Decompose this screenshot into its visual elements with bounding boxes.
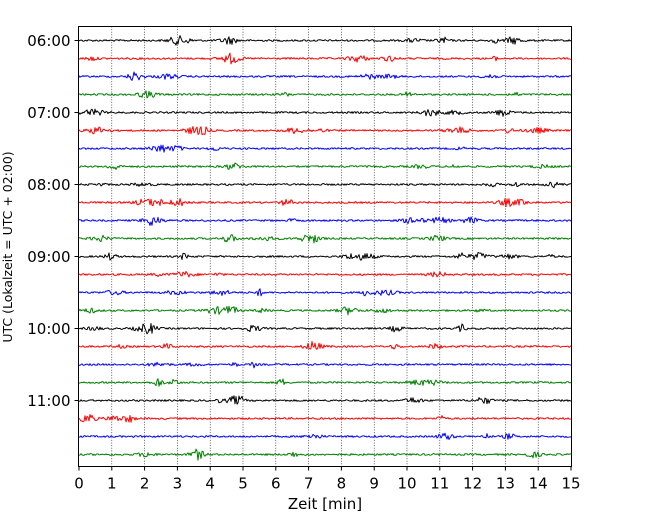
y-axis-ticks: 06:00 07:00 08:00 09:00 10:00 11:00 bbox=[27, 32, 79, 410]
x-tick-label: 4 bbox=[205, 475, 215, 493]
trace-row bbox=[78, 341, 572, 350]
trace-row bbox=[78, 270, 572, 278]
seismic-traces bbox=[78, 35, 572, 461]
trace-row bbox=[78, 162, 572, 170]
trace-row bbox=[78, 323, 572, 335]
x-tick-label: 13 bbox=[496, 475, 515, 493]
x-tick-label: 7 bbox=[304, 475, 314, 493]
trace-row bbox=[78, 108, 572, 117]
vertical-gridlines bbox=[111, 26, 539, 467]
trace-row bbox=[78, 52, 572, 65]
x-tick-label: 11 bbox=[430, 475, 449, 493]
plot-frame bbox=[78, 26, 572, 467]
trace-row bbox=[78, 181, 572, 189]
trace-row bbox=[78, 252, 572, 261]
trace-row bbox=[78, 288, 572, 297]
x-tick-label: 14 bbox=[529, 475, 548, 493]
trace-row bbox=[78, 234, 572, 244]
trace-row bbox=[78, 395, 572, 405]
trace-row bbox=[78, 126, 572, 136]
trace-row bbox=[78, 305, 572, 316]
x-tick-label: 1 bbox=[107, 475, 117, 493]
trace-row bbox=[78, 90, 572, 99]
x-axis-label: Zeit [min] bbox=[288, 495, 362, 513]
trace-row bbox=[78, 71, 572, 81]
y-tick-label: 06:00 bbox=[27, 32, 70, 50]
trace-row bbox=[78, 432, 572, 440]
x-tick-label: 8 bbox=[337, 475, 347, 493]
trace-row bbox=[78, 216, 572, 226]
x-tick-label: 10 bbox=[397, 475, 416, 493]
trace-row bbox=[78, 144, 572, 153]
trace-row bbox=[78, 448, 572, 461]
x-tick-label: 15 bbox=[561, 475, 580, 493]
y-axis-label: UTC (Lokalzeit = UTC + 02:00) bbox=[0, 151, 15, 342]
y-tick-label: 10:00 bbox=[27, 320, 70, 338]
x-tick-label: 9 bbox=[369, 475, 379, 493]
x-tick-label: 5 bbox=[238, 475, 248, 493]
x-tick-label: 3 bbox=[173, 475, 183, 493]
y-tick-label: 07:00 bbox=[27, 104, 70, 122]
x-tick-label: 6 bbox=[271, 475, 281, 493]
trace-row bbox=[78, 197, 572, 208]
x-tick-label: 12 bbox=[463, 475, 482, 493]
trace-row bbox=[78, 414, 572, 423]
trace-row bbox=[78, 361, 572, 369]
y-tick-label: 11:00 bbox=[27, 392, 70, 410]
x-tick-label: 0 bbox=[74, 475, 84, 493]
x-tick-label: 2 bbox=[140, 475, 150, 493]
y-tick-label: 08:00 bbox=[27, 176, 70, 194]
trace-row bbox=[78, 378, 572, 387]
x-axis-ticks: 0 1 2 3 4 5 6 7 8 9 10 11 12 13 14 15 bbox=[74, 466, 581, 493]
y-tick-label: 09:00 bbox=[27, 248, 70, 266]
trace-row bbox=[78, 35, 572, 46]
